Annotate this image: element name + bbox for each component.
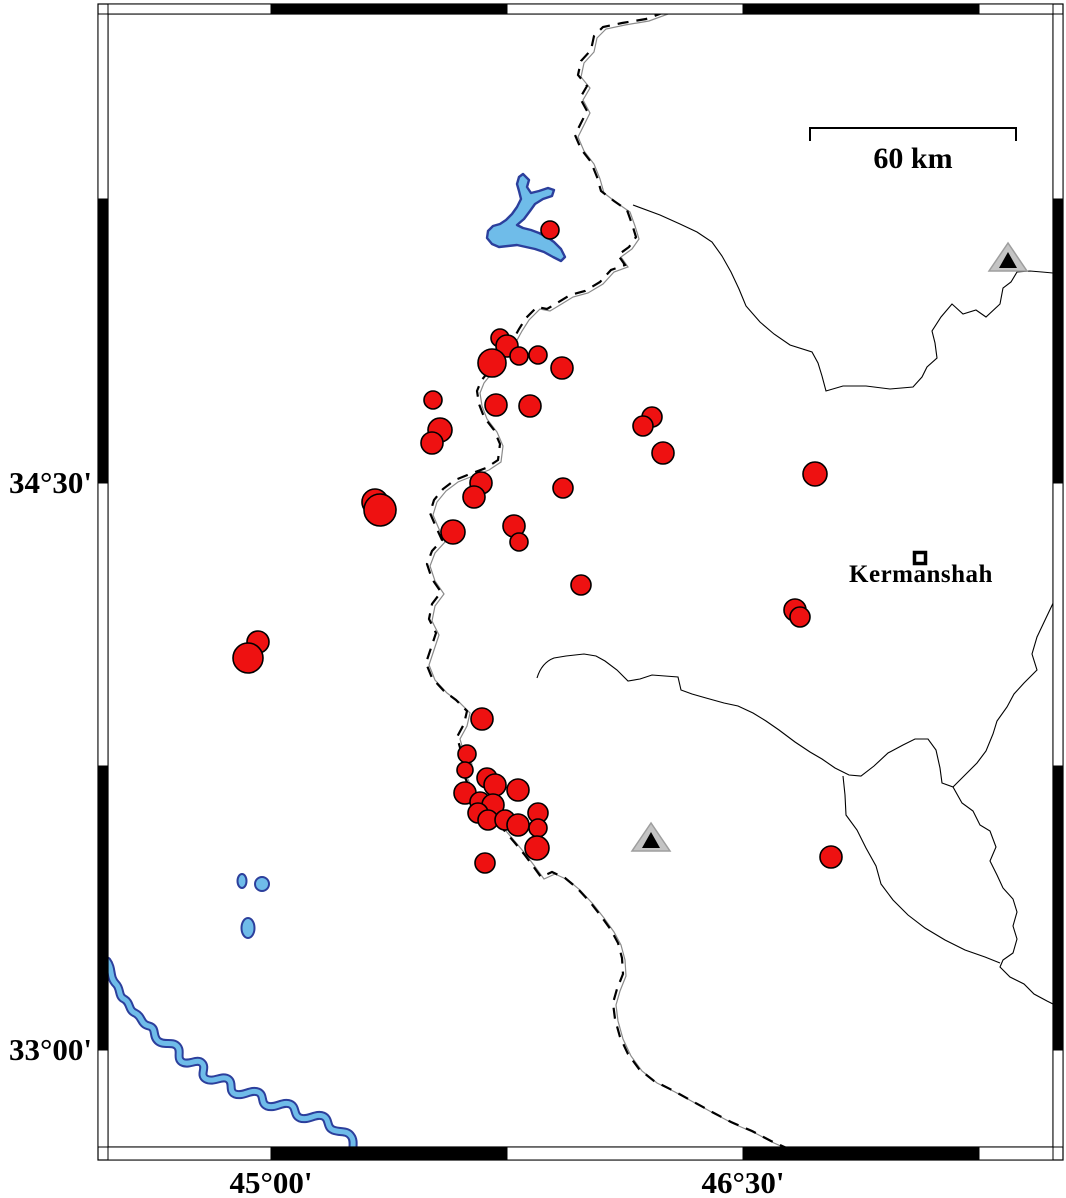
frame-tick-top bbox=[506, 3, 744, 15]
river-casing bbox=[108, 956, 358, 1147]
earthquake-epicenter bbox=[509, 346, 529, 366]
earthquake-epicenter bbox=[506, 813, 530, 837]
frame-tick-bottom bbox=[107, 1146, 272, 1161]
scale-bar-label: 60 km bbox=[873, 142, 953, 175]
frame-tick-bottom bbox=[742, 1146, 980, 1161]
longitude-tick-label: 45°00' bbox=[229, 1165, 313, 1198]
earthquake-epicenter bbox=[540, 220, 560, 240]
earthquake-epicenter bbox=[420, 431, 444, 455]
earthquake-epicenter bbox=[509, 532, 529, 552]
earthquake-epicenter bbox=[802, 461, 828, 487]
latitude-tick-label: 33°00' bbox=[8, 1032, 92, 1067]
earthquake-epicenter bbox=[632, 415, 654, 437]
city-marker-layer bbox=[912, 550, 928, 566]
scale-bar-bracket bbox=[809, 127, 1017, 141]
earthquake-epicenter bbox=[462, 485, 486, 509]
frame-tick-right bbox=[1052, 198, 1064, 484]
earthquake-epicenter bbox=[570, 574, 592, 596]
earthquake-epicenter bbox=[423, 390, 443, 410]
earthquake-epicenter bbox=[552, 477, 574, 499]
earthquake-epicenter bbox=[363, 493, 397, 527]
station-triangle-inner bbox=[642, 832, 660, 848]
frame-tick-left bbox=[97, 765, 109, 1051]
frame-tick-right bbox=[1052, 482, 1064, 767]
earthquake-epicenter bbox=[477, 348, 507, 378]
earthquake-epicenter bbox=[518, 394, 542, 418]
earthquake-epicenter bbox=[651, 441, 675, 465]
boundary-line-east-branch bbox=[952, 602, 1053, 788]
frame-tick-bands bbox=[97, 3, 1064, 1161]
earthquake-epicenter bbox=[550, 356, 574, 380]
latitude-tick-label: 34°30' bbox=[8, 465, 92, 500]
station-layer bbox=[630, 241, 1029, 852]
frame-tick-right bbox=[1052, 1049, 1064, 1148]
frame-tick-left bbox=[97, 198, 109, 484]
epicenter-layer bbox=[232, 220, 843, 874]
pond bbox=[254, 876, 270, 892]
frame-tick-top bbox=[978, 3, 1054, 15]
frame-tick-left bbox=[97, 482, 109, 767]
earthquake-epicenter bbox=[819, 845, 843, 869]
earthquake-epicenter bbox=[470, 707, 494, 731]
frame-tick-left bbox=[97, 1049, 109, 1148]
frame-tick-top bbox=[742, 3, 980, 15]
pond bbox=[236, 873, 248, 889]
frame-tick-bottom bbox=[270, 1146, 508, 1161]
border-companion-line bbox=[428, 14, 785, 1147]
boundary-line-southeast bbox=[536, 653, 1053, 1005]
map-content bbox=[108, 14, 1053, 1147]
longitude-tick-label: 46°30' bbox=[701, 1165, 785, 1198]
lake bbox=[485, 172, 567, 263]
earthquake-epicenter bbox=[483, 773, 507, 797]
frame-tick-bottom bbox=[506, 1146, 744, 1161]
boundary-line-south-branch bbox=[842, 775, 1001, 964]
earthquake-epicenter bbox=[474, 852, 496, 874]
earthquake-epicenter bbox=[528, 818, 548, 838]
boundary-line-north bbox=[632, 204, 1053, 392]
earthquake-epicenter bbox=[524, 835, 550, 861]
map-frame bbox=[97, 3, 1064, 1161]
frame-tick-top bbox=[107, 3, 272, 15]
frame-tick-bottom bbox=[978, 1146, 1054, 1161]
pond bbox=[240, 917, 256, 939]
frame-tick-top bbox=[270, 3, 508, 15]
frame-tick-right bbox=[1052, 765, 1064, 1051]
frame-tick-left bbox=[97, 13, 109, 200]
earthquake-epicenter bbox=[789, 606, 811, 628]
scale-bar-layer bbox=[809, 127, 1017, 141]
earthquake-epicenter bbox=[528, 345, 548, 365]
city-square-marker bbox=[912, 550, 928, 566]
earthquake-epicenter bbox=[232, 642, 264, 674]
earthquake-epicenter bbox=[506, 778, 530, 802]
river-core bbox=[108, 958, 356, 1147]
city-label: Kermanshah bbox=[849, 561, 993, 588]
earthquake-epicenter bbox=[457, 744, 477, 764]
earthquake-epicenter bbox=[484, 393, 508, 417]
international-border-dashed bbox=[424, 14, 788, 1147]
earthquake-epicenter bbox=[440, 519, 466, 545]
station-triangle-inner bbox=[999, 252, 1017, 268]
frame-tick-right bbox=[1052, 13, 1064, 200]
earthquake-epicenter bbox=[456, 761, 474, 779]
